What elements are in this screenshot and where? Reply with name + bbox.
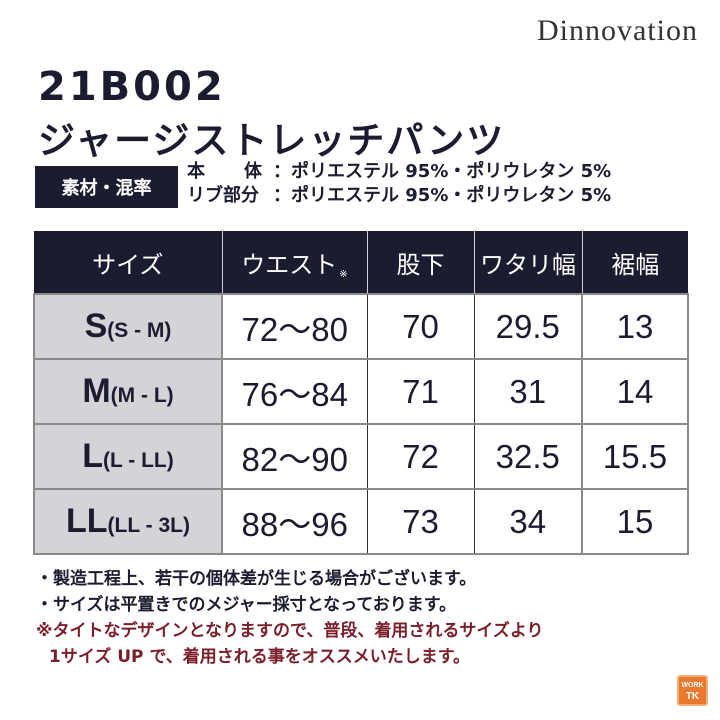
warning-line-2: 1サイズ UP で、着用される事をオススメいたします。 [49,647,471,667]
inseam-cell: 71 [366,358,475,425]
thigh-cell: 34 [473,488,583,555]
table-row: S(S - M) 72～80 70 29.5 13 [33,293,689,360]
size-cell: M(M - L) [33,358,223,425]
hem-cell: 15 [581,488,689,555]
material-label: 本体 [187,161,262,182]
waist-cell: 88～96 [221,488,368,555]
waist-cell: 76～84 [221,358,368,425]
product-name: ジャージストレッチパンツ [38,119,506,162]
inseam-cell: 70 [366,293,475,360]
warning-line-1: ※タイトなデザインとなりますので、普段、着用されるサイズより [36,621,544,641]
header-hem: 裾幅 [581,231,688,294]
size-cell: S(S - M) [33,293,223,360]
table-header-row: サイズ ウエスト ※ 股下 ワタリ幅 裾幅 [34,231,688,294]
material-value: ：ポリエステル 95%・ポリウレタン 5% [273,185,612,206]
product-code: 21B002 [38,64,226,110]
header-size: サイズ [34,231,222,294]
table-row: LL(LL - 3L) 88～96 73 34 15 [33,488,689,555]
note-mark: ※ [339,268,348,280]
inseam-cell: 72 [366,423,475,490]
size-cell: LL(LL - 3L) [33,488,223,555]
material-label: リブ部分 [187,185,259,206]
thigh-cell: 29.5 [473,293,583,360]
header-waist: ウエスト ※ [221,231,367,294]
material-badge: 素材・混率 [35,166,178,208]
material-composition: 本体 ：ポリエステル 95%・ポリウレタン 5% リブ部分 ：ポリエステル 95… [187,160,611,208]
inseam-cell: 73 [366,488,475,555]
note-manufacturing: ・製造工程上、若干の個体差が生じる場合がございます。 [36,569,477,589]
notes: ・製造工程上、若干の個体差が生じる場合がございます。 ・サイズは平置きでのメジャ… [36,566,544,670]
material-value: ：ポリエステル 95%・ポリウレタン 5% [273,161,612,182]
hem-cell: 13 [581,293,689,360]
note-measurement: ・サイズは平置きでのメジャー採寸となっております。 [36,595,457,615]
brand-name: Dinnovation [537,14,698,47]
size-cell: L(L - LL) [33,423,223,490]
waist-cell: 72～80 [221,293,368,360]
work-tk-logo-icon: WORK TK [677,675,708,706]
thigh-cell: 32.5 [473,423,583,490]
table-row: L(L - LL) 82～90 72 32.5 15.5 [33,423,689,490]
material-line-rib: リブ部分 ：ポリエステル 95%・ポリウレタン 5% [187,184,611,208]
header-thigh: ワタリ幅 [473,231,582,294]
table-row: M(M - L) 76～84 71 31 14 [33,358,689,425]
thigh-cell: 31 [473,358,583,425]
waist-cell: 82～90 [221,423,368,490]
size-table: サイズ ウエスト ※ 股下 ワタリ幅 裾幅 S(S - M) 72～80 70 2… [33,231,689,555]
material-line-body: 本体 ：ポリエステル 95%・ポリウレタン 5% [187,160,611,184]
hem-cell: 15.5 [581,423,689,490]
header-inseam: 股下 [366,231,474,294]
hem-cell: 14 [581,358,689,425]
